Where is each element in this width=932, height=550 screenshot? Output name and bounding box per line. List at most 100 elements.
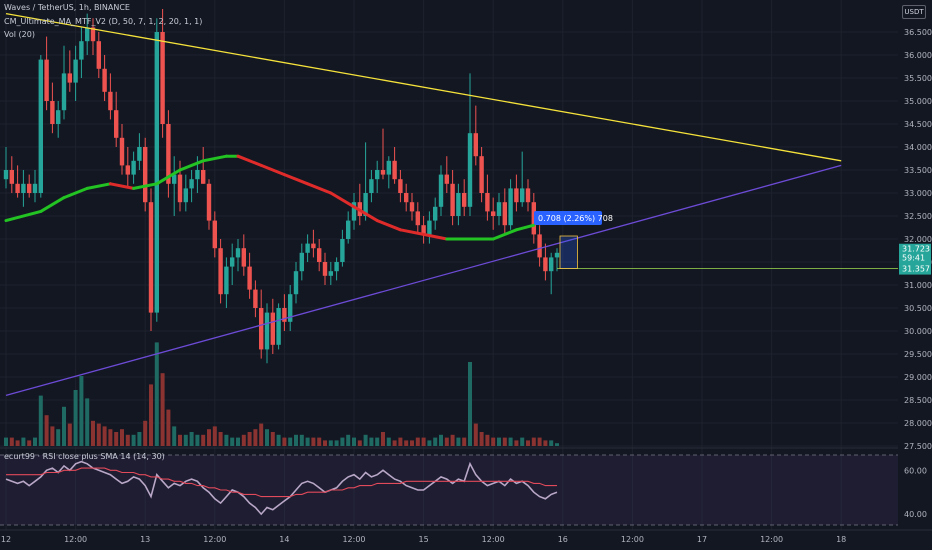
ma-segment	[62, 186, 89, 200]
volume-bar	[450, 434, 455, 446]
candle-body	[44, 59, 49, 101]
volume-bar	[108, 429, 113, 446]
candle-body	[21, 183, 26, 193]
candle-body	[253, 289, 258, 308]
time-tick-label: 15	[419, 535, 429, 544]
price-tick-label: 29.500	[904, 350, 932, 359]
volume-bar	[294, 434, 298, 446]
ma-segment	[178, 159, 205, 172]
volume-bar	[131, 434, 136, 446]
price-tick-label: 28.500	[904, 396, 932, 405]
volume-bar	[44, 415, 49, 446]
level-price-text: 31.357	[902, 265, 930, 274]
ma-indicator-label[interactable]: CM_Ultimate_MA_MTF_V2 (D, 50, 7, 1, 2, 2…	[4, 17, 203, 26]
candle-body	[3, 170, 9, 180]
candle-body	[73, 59, 78, 83]
rsi-tick-label: 60.00	[904, 466, 927, 475]
candle-body	[259, 308, 264, 350]
ma-segment	[514, 223, 536, 232]
volume-bar	[369, 437, 374, 446]
volume-bar	[508, 437, 513, 446]
candle-body	[38, 59, 43, 193]
price-tick-label: 36.000	[904, 51, 932, 60]
volume-bar	[85, 398, 90, 446]
candle-body	[27, 183, 32, 193]
time-axis[interactable]: 12 12:00 13 12:00 14 12:00 15 12:00 16 12:00 17 12:…	[0, 529, 932, 544]
countdown-text: 59:41	[902, 254, 925, 263]
volume-bar	[311, 437, 316, 446]
candle-body	[537, 234, 542, 258]
candle-body	[525, 188, 531, 203]
volume-bar	[456, 437, 461, 446]
candle-body	[212, 220, 217, 249]
candle-body	[67, 73, 72, 83]
volume-bar	[270, 432, 275, 446]
candle-body	[183, 188, 188, 203]
volume-bar	[531, 437, 536, 446]
volume-bar	[79, 376, 84, 446]
candle-body	[119, 137, 125, 166]
candle-body	[96, 41, 101, 69]
volume-bar	[543, 440, 548, 446]
candle-body	[172, 174, 177, 184]
time-tick-label: 14	[279, 535, 289, 544]
volume-bar	[149, 384, 153, 446]
volume-bar	[328, 440, 333, 446]
symbol-title[interactable]: Waves / TetherUS, 1h, BINANCE	[4, 3, 130, 12]
candle-body	[404, 193, 409, 203]
volume-bar	[265, 429, 269, 446]
candle-body	[485, 193, 490, 212]
volume-bar	[323, 440, 327, 446]
volume-bar	[334, 440, 339, 446]
current-price-text: 31.723	[902, 245, 930, 254]
volume-bar	[375, 437, 380, 446]
candle-body	[241, 248, 246, 267]
candle-body	[450, 183, 455, 216]
price-tick-label: 33.000	[904, 189, 932, 198]
candle-body	[79, 41, 84, 60]
volume-bar	[38, 395, 43, 446]
candle-body	[230, 257, 235, 267]
volume-bar	[172, 426, 177, 446]
trendlines[interactable]	[5, 12, 842, 397]
candle-body	[189, 179, 194, 189]
price-tick-label: 34.500	[904, 120, 932, 129]
ma-segment	[85, 182, 112, 190]
volume-bar	[462, 437, 467, 446]
currency-label[interactable]: USDT	[902, 5, 926, 19]
candle-body	[334, 262, 339, 272]
price-range-measure[interactable]: 0.708 (2.26%) 708	[534, 211, 898, 269]
time-tick-label: 17	[697, 535, 707, 544]
candle-body	[218, 248, 223, 295]
time-tick-label: 12:00	[621, 535, 644, 544]
volume-indicator-label[interactable]: Vol (20)	[4, 30, 35, 39]
volume-bar	[160, 373, 165, 446]
ma-segment	[422, 232, 449, 241]
volume-bar	[120, 429, 124, 446]
candle-body	[496, 202, 502, 216]
moving-average-line	[4, 154, 536, 241]
volume-bar	[363, 434, 368, 446]
rsi-indicator-label[interactable]: ecurt99 · RSI close plus SMA 14 (14, 30)	[4, 452, 165, 461]
candle-body	[351, 202, 357, 221]
price-tick-label: 34.000	[904, 143, 932, 152]
volume-bar	[137, 432, 142, 446]
volume-bar	[352, 437, 356, 446]
volume-bar	[241, 434, 246, 446]
candle-body	[299, 252, 304, 272]
volume-bar	[415, 437, 420, 446]
candle-body	[520, 188, 525, 203]
candle-body	[427, 220, 432, 235]
price-tick-label: 33.500	[904, 166, 932, 175]
candle-body	[32, 183, 38, 193]
ma-segment	[236, 154, 263, 167]
candle-body	[206, 183, 212, 221]
time-tick-label: 12:00	[203, 535, 226, 544]
candle-body	[346, 220, 351, 239]
ma-segment	[108, 182, 136, 190]
volume-bar	[230, 437, 235, 446]
volume-bar	[207, 429, 211, 446]
volume-bar	[189, 432, 194, 446]
